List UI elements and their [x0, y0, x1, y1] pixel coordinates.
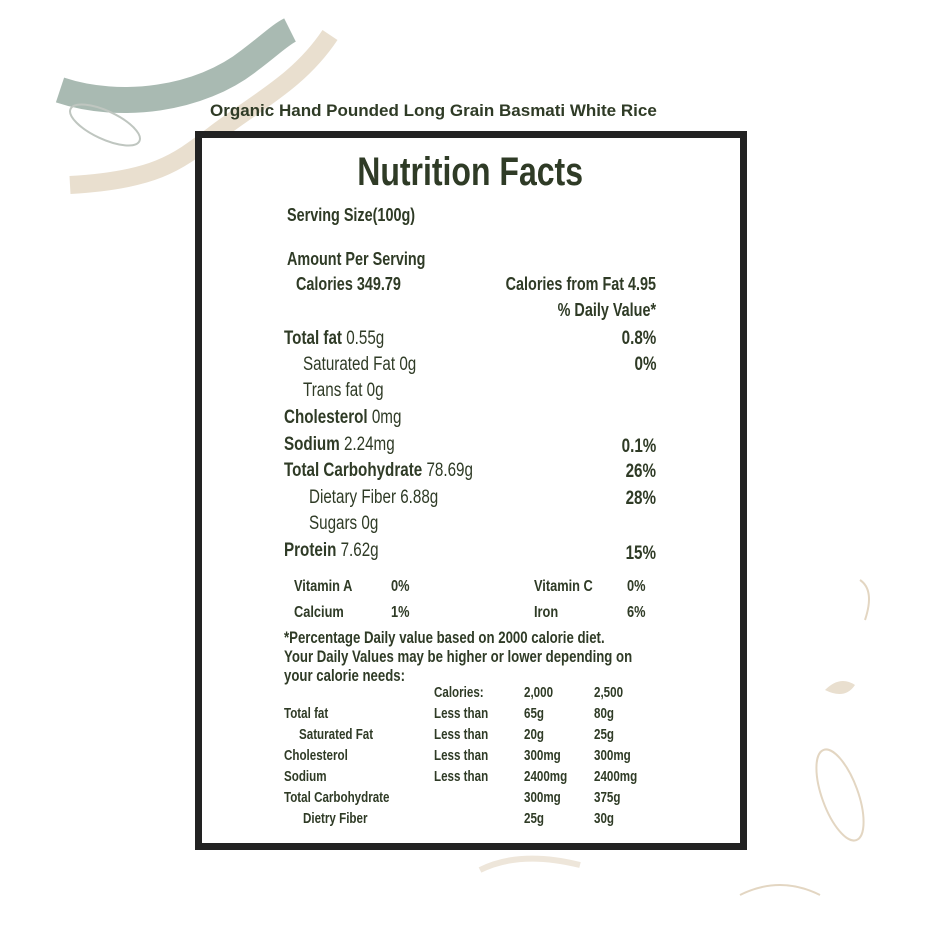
vitamin-name: Vitamin A: [294, 578, 353, 595]
nutrient-name: Sodium: [284, 434, 340, 455]
table-cell: 2400mg: [594, 769, 638, 785]
daily-value-header-text: % Daily Value*: [557, 300, 656, 320]
table-header-cell: 2,000: [524, 685, 554, 701]
table-cell: Total fat: [284, 706, 329, 722]
nutrient-amount: 2.24mg: [343, 434, 395, 455]
footnote: *Percentage Daily value based on 2000 ca…: [284, 629, 719, 686]
table-header-cell: Calories:: [434, 685, 484, 701]
leaf-sprig-icon: [739, 884, 821, 896]
nutrient-name: Total fat: [284, 328, 342, 349]
nutrient-row-protein: Protein 7.62g: [284, 540, 402, 562]
table-cell: Less than: [434, 727, 489, 743]
nutrient-dv: 26%: [625, 461, 656, 482]
vitamin-name: Iron: [534, 604, 559, 621]
nutrient-name: Total Carbohydrate: [284, 460, 423, 481]
table-cell: Less than: [434, 748, 489, 764]
nutrient-amount: 0g: [361, 513, 379, 534]
nutrient-name: Saturated Fat: [303, 354, 396, 375]
nutrition-facts-panel: [195, 131, 747, 850]
calories-text: Calories 349.79: [296, 274, 401, 294]
table-cell: 300mg: [524, 748, 561, 764]
nutrient-dv: 0%: [634, 354, 656, 375]
calories-from-fat-text: Calories from Fat 4.95: [505, 274, 656, 294]
nutrient-dv: 28%: [625, 488, 656, 509]
vitamin-name: Calcium: [294, 604, 344, 621]
table-cell: Dietry Fiber: [303, 811, 368, 827]
table-cell: Sodium: [284, 769, 327, 785]
nutrient-row-sugars: Sugars 0g: [309, 513, 396, 535]
leaf-sprig-icon: [478, 855, 581, 873]
product-title: Organic Hand Pounded Long Grain Basmati …: [210, 101, 657, 120]
serving-size: Serving Size(100g): [287, 205, 447, 226]
footnote-line: your calorie needs:: [284, 667, 406, 685]
nutrient-amount: 0g: [366, 380, 384, 401]
table-cell: Less than: [434, 769, 489, 785]
vitamin-value: 1%: [391, 604, 410, 621]
nutrient-amount: 6.88g: [400, 487, 439, 508]
nutrient-row-total-carbohydrate: Total Carbohydrate 78.69g: [284, 460, 520, 482]
daily-value-header: % Daily Value*: [436, 300, 656, 321]
leaf-icon: [825, 681, 855, 694]
nutrient-row-sodium: Sodium 2.24mg: [284, 434, 422, 456]
nutrient-amount: 0.55g: [346, 328, 385, 349]
vitamin-name: Vitamin C: [534, 578, 593, 595]
nutrient-name: Sugars: [309, 513, 358, 534]
nutrient-amount: 0g: [399, 354, 417, 375]
table-cell: 20g: [524, 727, 544, 743]
nutrient-dv: 15%: [625, 543, 656, 564]
vitamin-value: 6%: [627, 604, 646, 621]
leaf-sprig-icon: [859, 579, 870, 621]
table-cell: Total Carbohydrate: [284, 790, 390, 806]
table-cell: 80g: [594, 706, 614, 722]
nutrient-amount: 78.69g: [426, 460, 473, 481]
table-cell: 65g: [524, 706, 544, 722]
corn-icon: [815, 748, 865, 842]
vitamin-value: 0%: [391, 578, 410, 595]
calories-from-fat: Calories from Fat 4.95: [436, 274, 656, 295]
table-cell: 25g: [524, 811, 544, 827]
table-cell: Cholesterol: [284, 748, 348, 764]
corn-icon: [69, 103, 141, 147]
table-cell: 300mg: [524, 790, 561, 806]
nutrient-amount: 7.62g: [340, 540, 379, 561]
nutrient-name: Dietary Fiber: [309, 487, 396, 508]
table-cell: 25g: [594, 727, 614, 743]
nutrient-name: Protein: [284, 540, 337, 561]
nutrient-row-saturated-fat: Saturated Fat 0g: [303, 354, 445, 376]
table-cell: 375g: [594, 790, 621, 806]
table-cell: 300mg: [594, 748, 631, 764]
heading-text: Nutrition Facts: [357, 150, 584, 194]
table-cell: 2400mg: [524, 769, 568, 785]
amount-per-serving: Amount Per Serving: [287, 249, 460, 270]
footnote-line: *Percentage Daily value based on 2000 ca…: [284, 629, 605, 647]
footnote-line: Your Daily Values may be higher or lower…: [284, 648, 633, 666]
vitamin-value: 0%: [627, 578, 646, 595]
calories: Calories 349.79: [296, 274, 427, 295]
table-header-cell: 2,500: [594, 685, 624, 701]
nutrient-row-dietary-fiber: Dietary Fiber 6.88g: [309, 487, 471, 509]
nutrient-name: Trans fat: [303, 380, 363, 401]
table-cell: 30g: [594, 811, 614, 827]
nutrient-row-cholesterol: Cholesterol 0mg: [284, 407, 431, 429]
swirl-green-decoration: [55, 18, 297, 113]
nutrition-facts-heading: Nutrition Facts: [0, 150, 941, 195]
serving-size-text: Serving Size(100g): [287, 205, 416, 225]
nutrient-row-trans-fat: Trans fat 0g: [303, 380, 404, 402]
table-cell: Saturated Fat: [299, 727, 374, 743]
nutrient-row-total-fat: Total fat 0.55g: [284, 328, 409, 350]
swirl-beige-decoration: [69, 29, 338, 194]
nutrient-dv: 0.1%: [621, 436, 656, 457]
table-cell: Less than: [434, 706, 489, 722]
nutrient-amount: 0mg: [371, 407, 402, 428]
nutrient-dv: 0.8%: [621, 328, 656, 349]
nutrient-name: Cholesterol: [284, 407, 368, 428]
amount-per-serving-text: Amount Per Serving: [287, 249, 426, 269]
